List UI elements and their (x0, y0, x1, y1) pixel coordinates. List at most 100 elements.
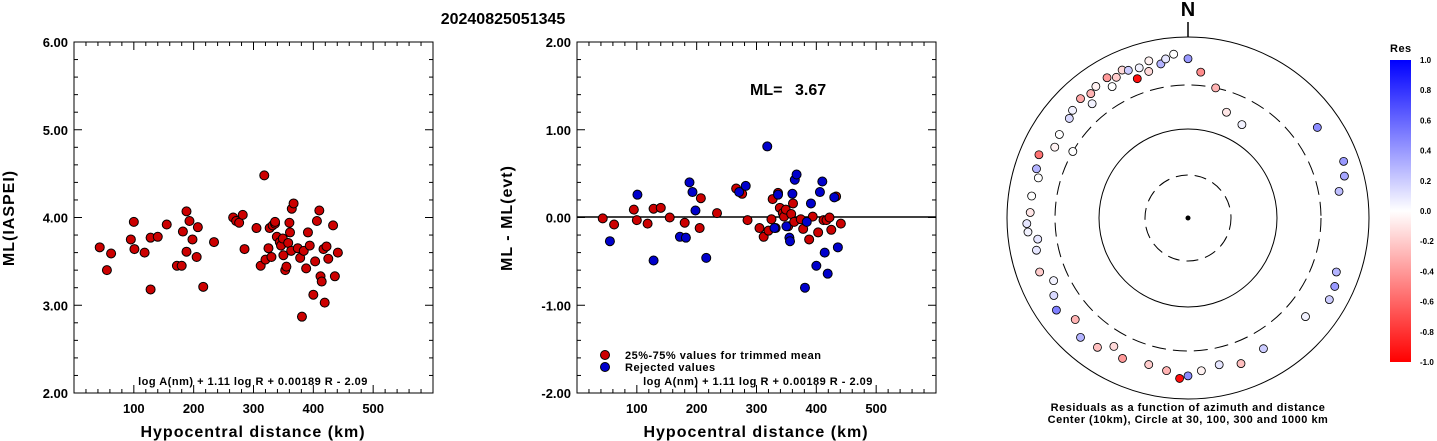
data-point (740, 180, 751, 191)
polar-point (1033, 234, 1043, 244)
polar-point (1236, 359, 1246, 368)
data-point (239, 244, 250, 255)
y-tick-label: 1.00 (546, 123, 571, 138)
polar-point (1091, 82, 1101, 91)
panel-polar-residuals: N Residuals as a function of azimuth and… (1006, 0, 1370, 426)
colorbar: Res 1.0 0.8 0.6 0.4 0.2 0.0 -0.2 -0.4 -0.6 -0.8 -1… (1390, 43, 1434, 367)
polar-point (1169, 49, 1179, 59)
data-point (762, 141, 773, 152)
data-point (251, 223, 262, 234)
polar-point (1107, 82, 1117, 91)
polar-point (1301, 312, 1310, 321)
data-point (799, 282, 810, 293)
data-point (177, 226, 188, 237)
polar-point (1183, 54, 1193, 64)
data-point (209, 237, 220, 248)
data-point (198, 281, 209, 292)
x-tick-label: 200 (183, 401, 205, 416)
data-point (822, 268, 833, 279)
x-tick-label: 200 (686, 401, 708, 416)
data-point (284, 227, 295, 238)
colorbar-tick-label: 0.6 (1420, 116, 1432, 125)
ml-value: 3.67 (795, 82, 826, 99)
polar-point (1076, 332, 1085, 342)
data-point (181, 206, 192, 217)
data-point (787, 188, 798, 199)
polar-point (1052, 305, 1061, 315)
polar-point (1144, 67, 1154, 76)
data-point (801, 216, 812, 227)
data-point (642, 218, 653, 229)
data-point (781, 221, 792, 232)
data-point (791, 169, 802, 180)
polar-point (1034, 150, 1044, 160)
x-tick-label: 500 (362, 401, 384, 416)
point-group (597, 141, 846, 293)
polar-point (1196, 366, 1206, 376)
y-tick-label: 6.00 (43, 35, 68, 50)
polar-point (1070, 315, 1080, 324)
data-point (161, 219, 172, 230)
polar-point (1334, 186, 1344, 196)
data-point (263, 243, 274, 254)
colorbar-tick-label: 0.8 (1420, 86, 1432, 95)
data-point (101, 265, 112, 276)
polar-point (1339, 156, 1349, 166)
ring-300km (1054, 84, 1322, 352)
polar-point (1162, 366, 1171, 376)
data-point (184, 216, 195, 227)
data-point (814, 187, 825, 198)
data-point (319, 297, 330, 308)
data-point (266, 251, 277, 262)
data-point (664, 212, 675, 223)
data-point (632, 189, 643, 200)
colorbar-title: Res (1390, 43, 1412, 55)
center-dot (1185, 215, 1191, 221)
polar-point (1211, 83, 1221, 93)
colorbar-tick-label: -0.2 (1420, 237, 1434, 246)
data-point (316, 276, 327, 287)
colorbar-tick-label: 0.2 (1420, 177, 1432, 186)
data-point (284, 217, 295, 228)
polar-point (1033, 173, 1043, 183)
data-point (304, 240, 315, 251)
y-tick-label: 0.00 (546, 211, 571, 226)
data-point (311, 216, 322, 227)
data-point (321, 241, 332, 252)
polar-point (1259, 344, 1268, 354)
data-point (824, 212, 835, 223)
data-point (787, 198, 798, 209)
data-point (679, 217, 690, 228)
polar-point (1049, 291, 1059, 300)
data-point (655, 202, 666, 213)
panel-residual-vs-distance: -2.00 -1.00 0.00 1.00 2.00 100 200 300 400 500 ML… (499, 35, 937, 441)
data-point (139, 247, 150, 258)
data-point (296, 311, 307, 322)
legend-label-trimmed: 25%-75% values for trimmed mean (625, 350, 821, 362)
data-point (94, 242, 105, 253)
polar-point (1076, 94, 1085, 104)
polar-point (1050, 142, 1060, 152)
data-point (813, 227, 824, 238)
y-tick-label: 3.00 (43, 298, 68, 313)
polar-caption-line1: Residuals as a function of azimuth and d… (1051, 402, 1326, 414)
colorbar-tick-label: -0.6 (1420, 298, 1434, 307)
ring-1000km (1006, 36, 1370, 400)
legend-marker-trimmed (600, 350, 610, 360)
y-tick-label: -2.00 (541, 386, 571, 401)
polar-point (1068, 147, 1078, 156)
data-point (288, 198, 299, 209)
data-point (687, 187, 698, 198)
polar-point (1102, 73, 1112, 83)
data-point (819, 247, 830, 258)
data-point (328, 220, 339, 231)
colorbar-tick-label: 1.0 (1420, 56, 1432, 65)
point-group (1022, 49, 1349, 383)
data-point (754, 223, 765, 234)
data-point (152, 231, 163, 242)
point-group (94, 170, 343, 322)
colorbar-tick-group: 1.0 0.8 0.6 0.4 0.2 0.0 -0.2 -0.4 -0.6 -0.8 -1.0 (1420, 56, 1434, 367)
data-point (631, 215, 642, 226)
x-tick-label: 300 (243, 401, 265, 416)
polar-point (1222, 107, 1231, 117)
